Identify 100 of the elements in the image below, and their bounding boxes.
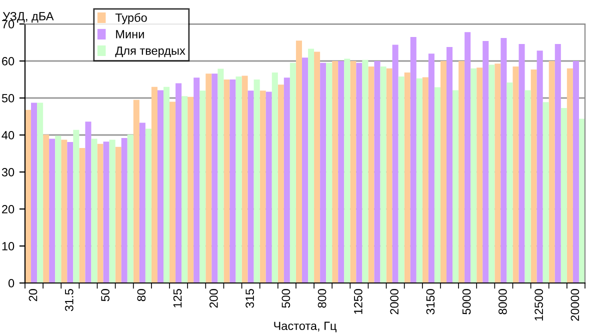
bar [151,86,158,283]
x-tick-label: 800 [318,289,326,308]
x-tick-label: 31.5 [64,289,74,312]
bar [224,80,230,283]
bar [121,138,128,283]
bar [182,96,188,283]
bar [302,58,308,283]
x-tick-label: 315 [246,289,254,308]
bar [368,66,374,283]
bar [73,130,80,283]
bar [512,66,519,283]
x-tick-label: 125 [173,289,182,308]
y-tick-label: 20 [2,205,14,214]
y-tick-label: 30 [2,168,14,176]
bar [37,102,44,283]
bar [290,62,296,283]
bar [31,102,38,283]
bar [350,61,356,283]
x-tick-label: 3150 [426,289,435,314]
bar [326,62,332,283]
bar [49,138,56,283]
bar [410,36,416,283]
bar [416,78,422,283]
bar [482,41,489,283]
bar [284,78,290,283]
bar [476,68,483,283]
y-tick-label: 10 [2,242,14,250]
bar [314,52,320,283]
bar [194,78,200,283]
legend-label: Мини [116,30,144,38]
y-tick-label: 50 [2,94,14,102]
legend-label: Для твердых [115,46,186,58]
x-axis-title: Частота, Гц [274,322,336,332]
bar [566,68,573,283]
bar [488,64,495,283]
bar [85,122,92,283]
bar [530,70,537,283]
bar [356,62,362,283]
bar [157,90,164,283]
x-tick-label: 8000 [498,289,507,314]
bar [344,58,350,283]
bar [500,38,507,283]
bar [464,32,471,283]
bar [188,96,194,283]
bar [176,83,182,283]
bar [67,142,74,283]
x-tick-label: 200 [209,289,218,308]
bar [170,102,176,283]
bar [494,64,501,283]
bar [536,50,543,283]
bar [572,61,579,283]
bar [91,138,98,283]
bar [115,146,122,283]
bar [127,134,134,283]
bar [404,72,410,283]
bar [266,92,272,283]
bar [446,46,453,283]
bar [43,134,50,283]
bar [133,100,140,283]
legend-label: Турбо [115,13,147,24]
bar [61,140,68,283]
x-tick-label: 20000 [570,289,580,321]
x-tick-label: 2000 [390,289,398,314]
x-tick-label: 12500 [534,289,544,320]
bar [139,122,146,283]
bar [434,87,440,283]
bar [296,40,302,283]
bar [163,86,170,283]
bar [212,74,218,283]
bar [578,118,585,283]
bar [109,140,116,283]
bar [278,84,284,283]
bar [236,76,242,283]
bar [380,66,386,283]
bar [458,61,465,283]
bar [422,77,428,283]
bar [218,68,224,283]
x-tick-label: 1250 [354,289,362,314]
bar [248,90,254,283]
bar [398,76,404,283]
bar [103,142,110,283]
bar [428,54,434,283]
y-tick-label: 40 [2,131,14,140]
bar [548,61,555,283]
bar [308,48,314,283]
x-tick-label: 500 [282,289,290,308]
bar [560,108,567,283]
bar [260,90,266,283]
bar [200,90,206,283]
bar [206,74,212,283]
bar [392,44,398,283]
bar [55,136,62,283]
x-tick-label: 20 [28,289,38,302]
x-tick-label: 5000 [462,289,471,314]
x-tick-label: 80 [137,289,146,302]
bar [332,61,338,283]
bar [97,144,104,283]
bar [145,128,152,283]
bar [554,44,561,283]
bar [320,62,326,283]
